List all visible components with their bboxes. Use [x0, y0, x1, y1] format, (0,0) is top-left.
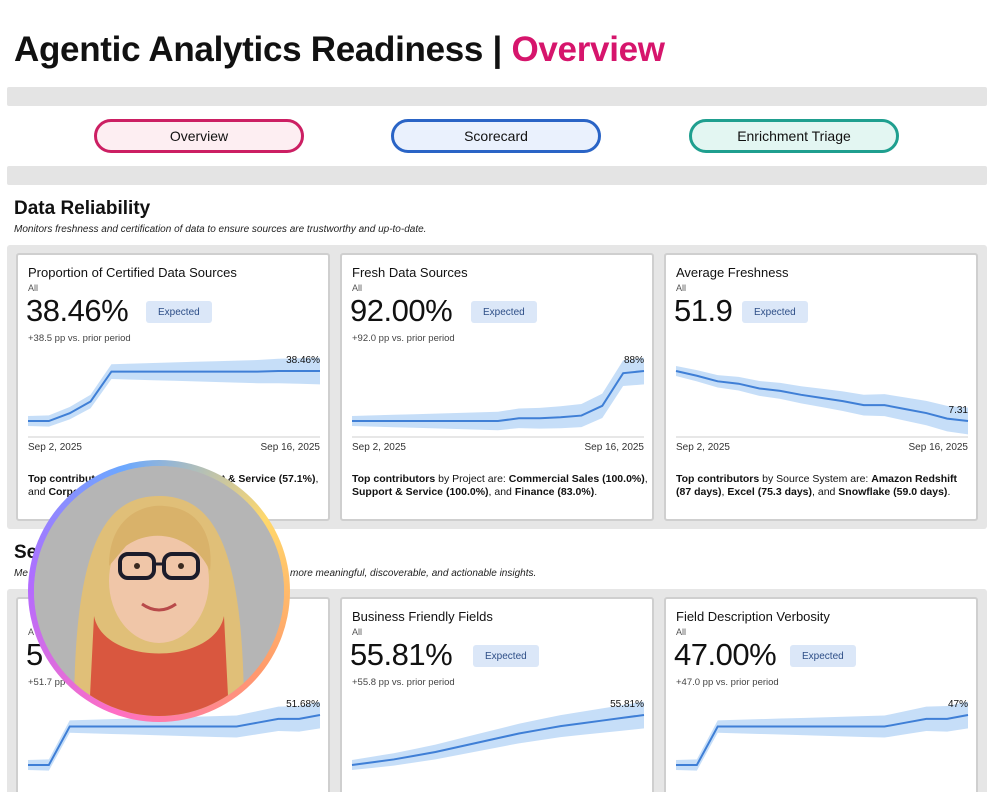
- metric-card-delta: +51.7 pp: [28, 677, 66, 688]
- metric-card[interactable]: Proportion of Certified Data Sources All…: [16, 253, 330, 521]
- metric-card-delta: +92.0 pp vs. prior period: [352, 333, 455, 344]
- metric-card-value: 5: [26, 637, 43, 672]
- metric-card[interactable]: Business Friendly Fields All 55.81% Expe…: [340, 597, 654, 792]
- sparkline-series-line: [28, 370, 320, 422]
- sparkline-end-label: 88%: [624, 355, 644, 366]
- metric-card-delta: +47.0 pp vs. prior period: [676, 677, 779, 688]
- metric-card-filter: All: [28, 283, 39, 293]
- metric-card[interactable]: Average Freshness All 51.9 Expected 7.31…: [664, 253, 978, 521]
- metric-card-title: Field Description Verbosity: [676, 609, 830, 624]
- sparkline-series-line: [351, 714, 645, 766]
- sparkline-end-label: 55.81%: [610, 699, 644, 710]
- metric-card-title: Proportion of Certified Data Sources: [28, 265, 237, 280]
- sparkline-end-label: 7.31: [949, 405, 969, 416]
- metric-card[interactable]: Field Description Verbosity All 47.00% E…: [664, 597, 978, 792]
- status-badge: Expected: [473, 645, 539, 667]
- sparkline-date-label: Sep 16, 2025: [261, 442, 321, 453]
- metric-card-value: 51.9: [674, 293, 733, 328]
- sparkline-series-line: [28, 714, 321, 766]
- tab-overview-label: Overview: [169, 128, 229, 144]
- user-photo-avatar: [28, 460, 290, 722]
- page-title: Agentic Analytics Readiness | Overview: [14, 30, 665, 70]
- status-badge: Expected: [146, 301, 212, 323]
- sparkline-confidence-band: [28, 357, 320, 427]
- metric-card[interactable]: Fresh Data Sources All 92.00% Expected +…: [340, 253, 654, 521]
- sparkline-confidence-band: [352, 357, 644, 431]
- footer-label: Top contributors: [676, 473, 760, 485]
- sparkline-date-label: Sep 16, 2025: [909, 442, 969, 453]
- filter-bar-bottom: [7, 166, 987, 185]
- section-description-data-reliability: Monitors freshness and certification of …: [14, 224, 427, 235]
- metric-card-title: Fresh Data Sources: [352, 265, 468, 280]
- metric-card-delta: +38.5 pp vs. prior period: [28, 333, 131, 344]
- sparkline-confidence-band: [676, 701, 968, 771]
- sparkline-confidence-band: [28, 701, 320, 771]
- section-title-data-reliability: Data Reliability: [14, 198, 151, 219]
- person-photo-icon: [34, 466, 284, 716]
- metric-card-title: Business Friendly Fields: [352, 609, 493, 624]
- sparkline-chart: 55.81%: [351, 699, 645, 770]
- sparkline-chart: 38.46% Sep 2, 2025 Sep 16, 2025: [28, 355, 321, 453]
- sparkline-date-label: Sep 2, 2025: [352, 442, 406, 453]
- section-description-semantics: Me: [14, 568, 28, 579]
- sparkline-confidence-band: [676, 366, 968, 435]
- footer-contributor: Support & Service (100.0%): [352, 485, 489, 498]
- avatar-photo: [34, 466, 284, 716]
- status-badge: Expected: [471, 301, 537, 323]
- metric-card-value: 92.00%: [350, 293, 453, 328]
- metric-card-value: 47.00%: [674, 637, 777, 672]
- metric-card-filter: All: [676, 283, 687, 293]
- footer-label: Top contributors: [352, 473, 436, 485]
- footer-contributor: Finance (83.0%): [514, 485, 595, 498]
- sparkline-chart: 7.31 Sep 2, 2025 Sep 16, 2025: [675, 366, 969, 453]
- sparkline-series-line: [676, 714, 969, 766]
- sparkline-series-line: [675, 370, 969, 422]
- page-title-main: Agentic Analytics Readiness |: [14, 30, 512, 69]
- metric-card-filter: All: [352, 627, 363, 637]
- sparkline-chart: 88% Sep 2, 2025 Sep 16, 2025: [352, 355, 645, 453]
- tab-enrichment-triage[interactable]: Enrichment Triage: [689, 119, 899, 153]
- sparkline-end-label: 51.68%: [286, 699, 320, 710]
- metric-card-value: 38.46%: [26, 293, 129, 328]
- metric-card-filter: All: [676, 627, 687, 637]
- metric-card-filter: A: [28, 627, 35, 637]
- section-panel-data-reliability: Proportion of Certified Data Sources All…: [7, 245, 987, 529]
- tab-scorecard[interactable]: Scorecard: [391, 119, 601, 153]
- tab-overview[interactable]: Overview: [94, 119, 304, 153]
- footer-contributor: Excel (75.3 days): [727, 485, 813, 498]
- filter-bar-top: [7, 87, 987, 106]
- tab-scorecard-label: Scorecard: [464, 128, 528, 144]
- metric-card-footer: Top contributors by Source System are: A…: [676, 473, 958, 498]
- sparkline-series-line: [352, 370, 645, 422]
- footer-contributor: Snowflake (59.0 days): [838, 485, 948, 498]
- sparkline-date-label: Sep 16, 2025: [585, 442, 645, 453]
- sparkline-chart: 51.68%: [28, 699, 321, 771]
- metric-card-filter: All: [352, 283, 363, 293]
- sparkline-end-label: 38.46%: [286, 355, 320, 366]
- footer-contributor: Amazon Redshift (87 days): [676, 473, 958, 498]
- metric-card-delta: +55.8 pp vs. prior period: [352, 677, 455, 688]
- tab-enrichment-triage-label: Enrichment Triage: [737, 128, 851, 144]
- status-badge: Expected: [790, 645, 856, 667]
- metric-card-footer: Top contributors by Project are: Commerc…: [352, 473, 648, 498]
- sparkline-date-label: Sep 2, 2025: [28, 442, 82, 453]
- metric-card-value: 55.81%: [350, 637, 453, 672]
- footer-contributor: Commercial Sales (100.0%): [508, 473, 645, 485]
- page-title-accent: Overview: [511, 30, 665, 69]
- sparkline-chart: 47%: [676, 699, 969, 771]
- status-badge: Expected: [742, 301, 808, 323]
- sparkline-end-label: 47%: [948, 699, 968, 710]
- metric-card-title: Average Freshness: [676, 265, 789, 280]
- section-description-semantics-tail: more meaningful, discoverable, and actio…: [290, 568, 537, 579]
- sparkline-date-label: Sep 2, 2025: [676, 442, 730, 453]
